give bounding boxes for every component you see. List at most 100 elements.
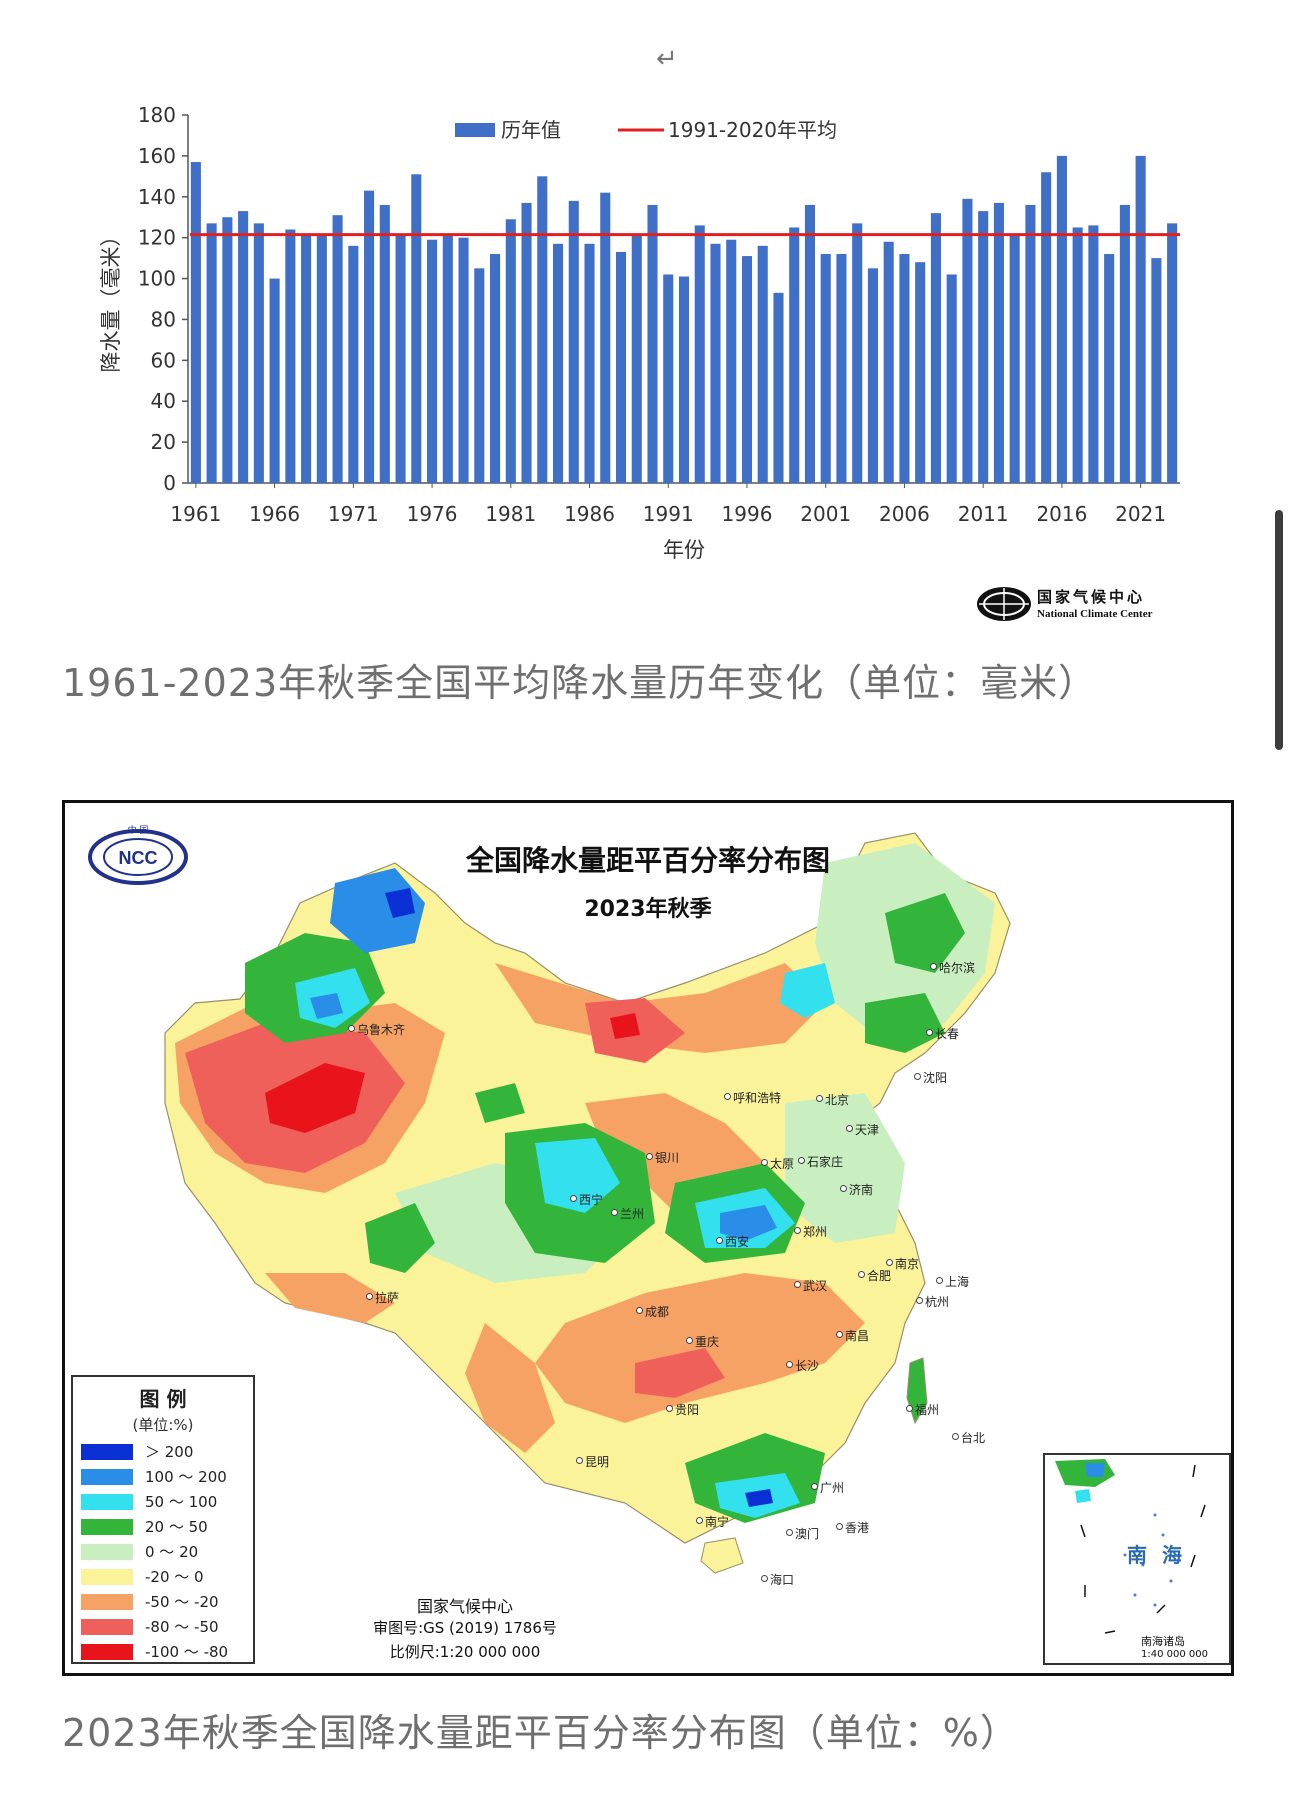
- bar: [458, 237, 469, 483]
- map-region-cyan-gs: [535, 1138, 620, 1213]
- city-label: 上海: [935, 1275, 970, 1289]
- city-label: 昆明: [575, 1455, 610, 1469]
- bar: [332, 215, 343, 483]
- bar: [789, 227, 800, 483]
- legend-swatch: [81, 1543, 133, 1560]
- bar: [474, 268, 485, 483]
- x-tick-label: 1966: [249, 502, 300, 526]
- city-label: 兰州: [610, 1207, 645, 1221]
- bar: [442, 235, 453, 483]
- city-label: 广州: [810, 1481, 845, 1495]
- city-label: 哈尔滨: [929, 961, 976, 975]
- city-label: 郑州: [793, 1225, 828, 1239]
- legend-label: -80 ～ -50: [145, 1618, 219, 1636]
- bar: [1088, 225, 1099, 483]
- x-tick-label: 2021: [1115, 502, 1166, 526]
- ncc-name-cn: 国家气候中心: [1037, 588, 1146, 606]
- map-region-blue-hb: [720, 1205, 777, 1241]
- inset-map: [1055, 1459, 1206, 1634]
- legend-swatch: [81, 1643, 133, 1660]
- legend-swatch: [81, 1593, 133, 1610]
- legend-row: 0 ～ 20: [73, 1539, 253, 1564]
- city-label: 成都: [635, 1305, 670, 1319]
- bar: [757, 245, 768, 483]
- y-tick-label: 80: [151, 307, 176, 331]
- map-region-cyan-ne: [780, 963, 835, 1018]
- map-credit: 国家气候中心: [416, 1597, 513, 1616]
- x-tick-label: 2016: [1036, 502, 1087, 526]
- map-region-blue-xj: [330, 868, 425, 953]
- map-region-orange-n: [495, 963, 825, 1053]
- bar: [773, 292, 784, 483]
- bar: [820, 254, 831, 483]
- city-label: 武汉: [793, 1279, 828, 1293]
- bar: [364, 190, 375, 483]
- x-tick-label: 1961: [170, 502, 221, 526]
- chart-caption: 1961-2023年秋季全国平均降水量历年变化（单位：毫米）: [62, 661, 1098, 705]
- city-label: 西宁: [569, 1193, 604, 1207]
- x-tick-label: 1981: [485, 502, 536, 526]
- city-label: 拉萨: [365, 1291, 400, 1305]
- bar: [852, 223, 863, 483]
- bar: [1025, 204, 1036, 483]
- city-label: 南昌: [835, 1329, 870, 1343]
- map-canvas: [164, 832, 1011, 1574]
- city-label: 台北: [951, 1431, 986, 1445]
- bar: [915, 262, 926, 483]
- legend-label: 50 ～ 100: [145, 1493, 218, 1511]
- legend-label: -20 ～ 0: [145, 1568, 204, 1586]
- city-label: 银川: [645, 1151, 680, 1165]
- legend-swatch: [81, 1443, 133, 1460]
- ncc-name-en: National Climate Center: [1037, 608, 1153, 620]
- city-label: 香港: [835, 1521, 870, 1535]
- legend-swatch: [81, 1568, 133, 1585]
- bar: [962, 198, 973, 484]
- city-label: 乌鲁木齐: [347, 1023, 406, 1037]
- x-tick-label: 2006: [879, 502, 930, 526]
- bar: [253, 223, 264, 483]
- bar: [316, 235, 327, 483]
- map-region-darkred-xj: [265, 1063, 365, 1133]
- bar: [1151, 258, 1162, 483]
- bar: [521, 202, 532, 483]
- map-scale: 比例尺:1:20 000 000: [389, 1643, 541, 1661]
- bar: [600, 192, 611, 483]
- bar: [663, 274, 674, 483]
- x-tick-label: 1971: [328, 502, 379, 526]
- city-label: 北京: [815, 1093, 850, 1107]
- legend-swatch: [81, 1493, 133, 1510]
- bar: [615, 251, 627, 483]
- bar: [427, 239, 438, 483]
- map-region-green-ne2: [865, 993, 945, 1053]
- bar: [631, 233, 642, 483]
- x-tick-label: 1986: [564, 502, 615, 526]
- map-region-orange-s: [535, 1273, 865, 1423]
- bar: [238, 211, 249, 483]
- legend-row: -80 ～ -50: [73, 1614, 253, 1639]
- inset-islands-label: 南海诸岛: [1141, 1635, 1185, 1648]
- precip-anomaly-map: NCC 中 国 全国降水量距平百分率分布图 2023年秋季 乌鲁木齐 呼和浩特 北京…: [62, 800, 1234, 1676]
- svg-text:中 国: 中 国: [128, 824, 149, 836]
- bar: [505, 219, 516, 483]
- scrollbar-thumb[interactable]: [1275, 510, 1283, 750]
- map-title: 全国降水量距平百分率分布图: [465, 844, 830, 877]
- chart-canvas: 0 20 40 60 80 100 120 140 160 180 降水量（毫米） 1961 1966 1…: [99, 103, 1180, 562]
- y-tick-label: 20: [151, 430, 176, 454]
- city-label: 南宁: [695, 1515, 730, 1529]
- y-tick-label: 0: [163, 471, 176, 495]
- bar: [301, 235, 312, 483]
- map-region-orange-sw: [465, 1323, 555, 1453]
- bar: [379, 204, 390, 483]
- y-tick-label: 60: [151, 348, 176, 372]
- legend-label-bars: 历年值: [501, 118, 561, 142]
- x-tick-label: 2011: [958, 502, 1009, 526]
- ncc-logo-icon: NCC 中 国: [88, 824, 188, 885]
- inset-scale: 1:40 000 000: [1141, 1649, 1208, 1660]
- bar: [1135, 155, 1146, 483]
- inset-label: 南 海: [1127, 1543, 1186, 1567]
- map-region-darkred-nm: [610, 1013, 640, 1039]
- city-label: 西安: [715, 1235, 750, 1249]
- city-label: 济南: [839, 1183, 874, 1197]
- bar: [694, 225, 705, 483]
- legend-unit: (单位:%): [132, 1416, 194, 1434]
